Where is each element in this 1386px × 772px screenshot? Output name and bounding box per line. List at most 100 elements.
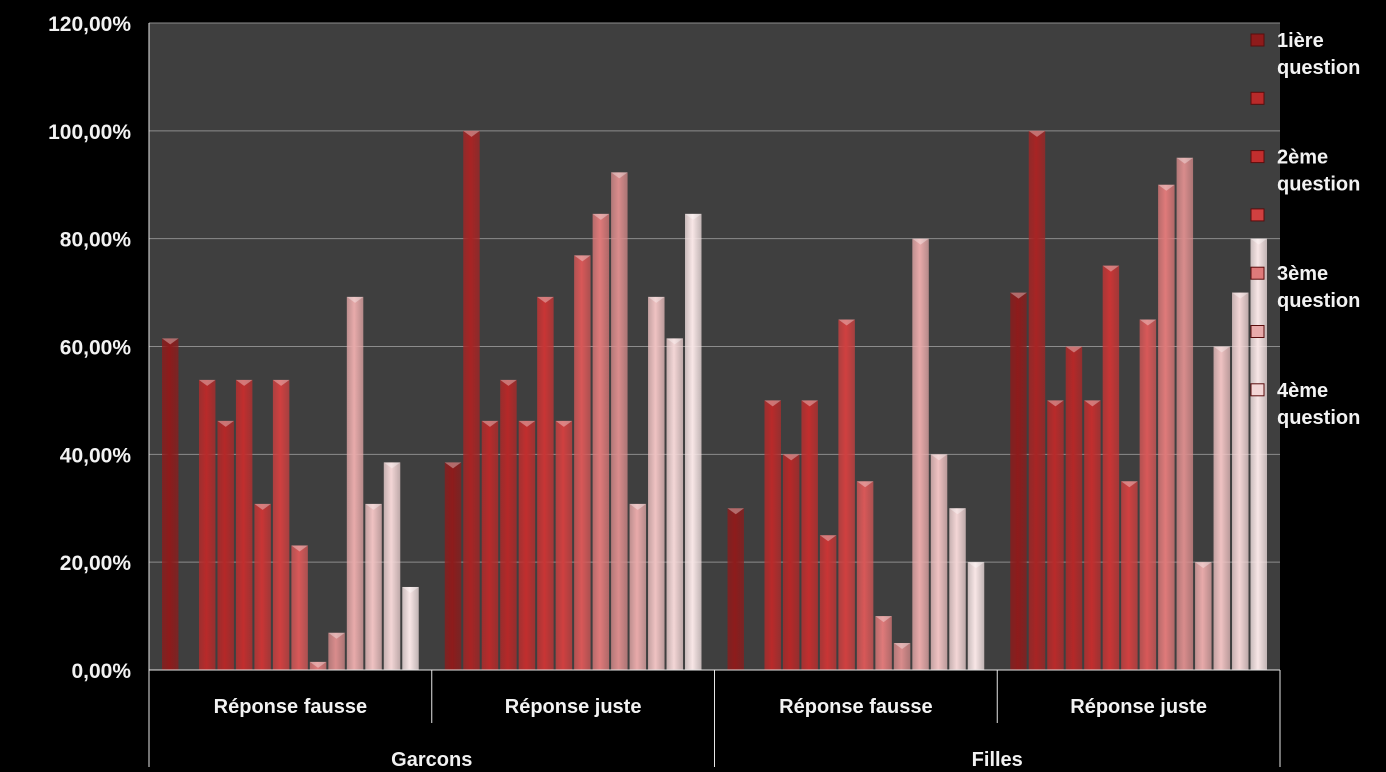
bar [838, 319, 855, 670]
bar [1065, 346, 1083, 670]
bar [444, 462, 462, 670]
bar [383, 462, 401, 670]
bar-cap [217, 420, 234, 427]
legend-marker [1250, 33, 1265, 47]
y-tick-label: 120,00% [48, 13, 131, 36]
bar-cap [328, 632, 345, 639]
bar [518, 420, 536, 670]
bar-cap [500, 379, 517, 386]
bar-cap [1158, 184, 1175, 191]
bar-cap [949, 508, 966, 515]
y-tick-label: 0,00% [71, 660, 131, 683]
bar-cap [162, 338, 179, 345]
bar [309, 661, 327, 670]
bar-cap [856, 481, 874, 488]
bar-cap [648, 296, 665, 303]
bar [162, 338, 179, 670]
legend-marker [1250, 325, 1265, 338]
bar-cap [235, 379, 253, 386]
y-tick-label: 100,00% [48, 121, 131, 144]
legend-label: 1ière question [1277, 30, 1360, 79]
legend-label: 4ème question [1277, 380, 1360, 429]
bar [875, 616, 892, 670]
bar-cap [782, 454, 800, 461]
group-label: Filles [972, 749, 1023, 767]
bar-cap [801, 400, 818, 407]
bar [893, 643, 911, 670]
bar [856, 481, 874, 670]
category-label: Réponse fausse [214, 696, 367, 718]
bar-cap [912, 238, 929, 245]
bar [648, 296, 665, 670]
bar [291, 545, 308, 670]
bar-cap [611, 172, 628, 179]
bar-cap [1213, 346, 1231, 353]
category-label: Réponse juste [1070, 696, 1207, 718]
category-label: Réponse fausse [779, 696, 932, 718]
bar-cap [592, 213, 610, 220]
bar-cap [1195, 562, 1212, 569]
legend-marker [1250, 91, 1265, 105]
bar-cap [1047, 400, 1064, 407]
legend-marker [1250, 266, 1265, 280]
bar-cap [383, 462, 401, 469]
bar-cap [1121, 481, 1138, 488]
bar-cap [574, 255, 591, 262]
bar-cap [1028, 130, 1046, 137]
bar-cap [365, 503, 382, 510]
bar-cap [291, 545, 308, 552]
legend-marker [1250, 383, 1265, 397]
bar-cap [346, 296, 364, 303]
bar [1213, 346, 1231, 670]
bar-cap [402, 586, 419, 593]
bar-cap [727, 508, 744, 515]
bar-cap [1139, 319, 1157, 326]
bar [402, 586, 419, 670]
legend-marker [1250, 208, 1265, 222]
bar [272, 379, 290, 670]
bar [1195, 562, 1212, 670]
bar-cap [764, 400, 781, 407]
bar [574, 255, 591, 670]
bar-cap [967, 562, 985, 569]
bar-cap [1232, 292, 1249, 299]
bar [1010, 292, 1027, 670]
bar-cap [666, 338, 684, 345]
legend-marker [1250, 150, 1265, 164]
bar [555, 420, 573, 670]
bar [365, 503, 382, 670]
y-tick-label: 20,00% [60, 552, 132, 575]
bar-cap [1250, 238, 1267, 245]
y-tick-label: 80,00% [60, 229, 132, 252]
bar [1028, 130, 1046, 671]
bar [198, 379, 216, 670]
bar [912, 238, 929, 670]
bar [1102, 265, 1120, 670]
bar-cap [444, 462, 462, 469]
bar [611, 172, 628, 670]
bar-cap [819, 535, 837, 542]
bar [801, 400, 818, 670]
bar-cap [930, 454, 948, 461]
bar [930, 454, 948, 670]
bar-cap [1065, 346, 1083, 353]
bar-cap [537, 296, 554, 303]
group-label: Garcons [391, 749, 472, 767]
bar [1176, 157, 1194, 670]
bar-cap [1084, 400, 1101, 407]
bar [764, 400, 781, 670]
bar [254, 503, 271, 670]
bar [967, 562, 985, 670]
bar [592, 213, 610, 671]
bar-cap [518, 420, 536, 427]
bar-cap [685, 213, 702, 220]
legend-label: 3ème question [1277, 263, 1360, 312]
bar-cap [893, 643, 911, 650]
bar-cap [463, 130, 480, 137]
bar-cap [838, 319, 855, 326]
bar-cap [1102, 265, 1120, 272]
bar [727, 508, 744, 670]
bar-cap [1010, 292, 1027, 299]
bar [235, 379, 253, 670]
